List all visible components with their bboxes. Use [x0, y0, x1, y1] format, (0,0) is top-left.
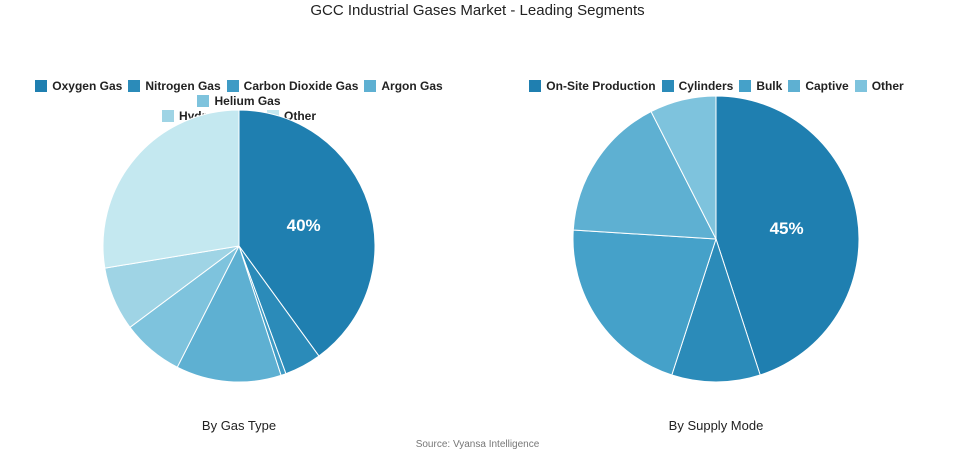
legend-item[interactable]: Carbon Dioxide Gas — [226, 79, 359, 94]
legend-swatch — [197, 95, 210, 107]
legend-item[interactable]: Other — [854, 79, 904, 94]
pie-slice-argon-gas[interactable] — [176, 244, 282, 383]
pie-slice-other[interactable] — [102, 109, 240, 269]
pie-slice-cylinders[interactable] — [671, 237, 761, 383]
legend-swatch — [739, 80, 752, 92]
pie-slice-other[interactable] — [650, 95, 717, 240]
legend-swatch — [226, 80, 239, 92]
pie-slice-bulk[interactable] — [572, 229, 717, 376]
legend-item[interactable]: Bulk — [739, 79, 782, 94]
legend-label: Helium Gas — [214, 94, 281, 108]
legend-label: Other — [871, 79, 904, 93]
legend-item[interactable]: On-Site Production — [529, 79, 656, 94]
legend-label: On-Site Production — [546, 79, 656, 93]
legend-label: Cylinders — [678, 79, 734, 93]
source-note: Source: Vyansa Intelligence — [415, 439, 540, 450]
subtitle-supply-mode: By Supply Mode — [668, 418, 764, 433]
legend-supply-mode: On-Site Production Cylinders Bulk Captive Ot… — [478, 79, 955, 94]
legend-swatch — [128, 80, 141, 92]
pie-slice-on-site-production[interactable] — [715, 95, 860, 376]
pie-slice-oxygen-gas[interactable] — [238, 109, 376, 357]
subtitle-gas-type: By Gas Type — [201, 418, 277, 433]
legend-swatch — [661, 80, 674, 92]
legend-label: Captive — [805, 79, 849, 93]
legend-swatch — [364, 80, 377, 92]
legend-item[interactable]: Argon Gas — [364, 79, 443, 94]
legend-swatch — [854, 80, 867, 92]
legend-swatch — [161, 110, 174, 122]
legend-label: Oxygen Gas — [52, 79, 123, 93]
legend-label: Argon Gas — [381, 79, 443, 93]
chart-title: GCC Industrial Gases Market - Leading Se… — [310, 2, 645, 19]
legend-item[interactable]: Captive — [788, 79, 849, 94]
legend-swatch — [35, 80, 48, 92]
data-label: 45% — [770, 219, 804, 238]
pie-slice-captive[interactable] — [572, 110, 717, 240]
legend-label: Bulk — [756, 79, 783, 93]
legend-label: Nitrogen Gas — [145, 79, 221, 93]
legend-label: Other — [284, 109, 317, 123]
legend-swatch — [788, 80, 801, 92]
legend-label: Carbon Dioxide Gas — [243, 79, 359, 93]
legend-item[interactable]: Helium Gas — [197, 94, 281, 109]
legend-item[interactable]: Nitrogen Gas — [128, 79, 221, 94]
legend-item[interactable]: Cylinders — [661, 79, 734, 94]
legend-swatch — [529, 80, 542, 92]
data-label: 40% — [287, 216, 321, 235]
legend-item[interactable]: Oxygen Gas — [35, 79, 122, 94]
